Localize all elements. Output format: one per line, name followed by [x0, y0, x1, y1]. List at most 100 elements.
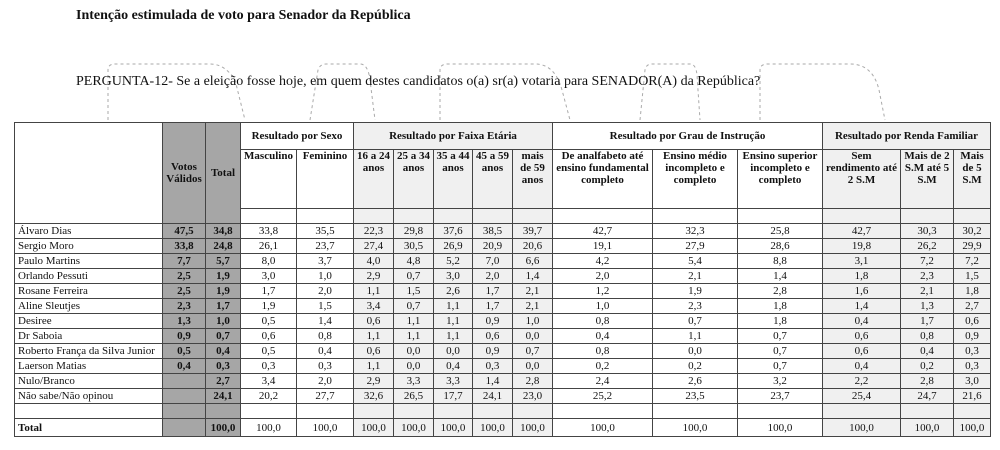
table-row: Roberto França da Silva Junior 0,5 0,4 0,5 0… — [14, 343, 991, 359]
value-cell: 30,2 — [953, 223, 991, 239]
value-cell: 2,8 — [737, 283, 823, 299]
table-row: Orlando Pessuti 2,5 1,9 3,0 1,0 2,9 0,7 3,0 2,0 1… — [14, 268, 991, 284]
value-cell: 0,8 — [296, 328, 354, 344]
column-header: Masculino — [240, 149, 297, 209]
row-label: Roberto França da Silva Junior — [14, 343, 163, 359]
value-cell: 2,3 — [652, 298, 738, 314]
value-cell: 0,9 — [472, 343, 513, 359]
value-cell: 4,0 — [353, 253, 394, 269]
value-cell: 1,1 — [353, 283, 394, 299]
spacer-cell — [296, 403, 354, 419]
value-cell: 21,6 — [953, 388, 991, 404]
spacer-cell — [512, 403, 553, 419]
value-cell: 1,9 — [240, 298, 297, 314]
value-cell: 0,5 — [240, 313, 297, 329]
value-cell: 1,1 — [353, 358, 394, 374]
spacer-cell — [433, 208, 473, 224]
value-cell: 0,6 — [953, 313, 991, 329]
spacer-cell — [433, 403, 473, 419]
column-header: Ensino médio incompleto e completo — [652, 149, 738, 209]
value-cell: 0,4 — [822, 358, 901, 374]
value-cell: 4,8 — [393, 253, 434, 269]
decorative-dashed-arcs — [107, 63, 886, 121]
value-cell: 39,7 — [512, 223, 553, 239]
column-header: mais de 59 anos — [512, 149, 553, 209]
value-cell: 100,0 — [900, 418, 954, 437]
value-cell: 25,8 — [737, 223, 823, 239]
value-cell: 5,4 — [652, 253, 738, 269]
value-cell: 26,2 — [900, 238, 954, 254]
value-cell: 33,8 — [240, 223, 297, 239]
header-total: Total — [205, 122, 241, 224]
value-cell: 0,0 — [433, 343, 473, 359]
value-cell: 27,9 — [652, 238, 738, 254]
column-header: Mais de 2 S.M até 5 S.M — [900, 149, 954, 209]
value-cell: 8,8 — [737, 253, 823, 269]
value-cell: 1,7 — [900, 313, 954, 329]
value-cell: 3,1 — [822, 253, 901, 269]
column-header: 25 a 34 anos — [393, 149, 434, 209]
table-row: Nulo/Branco 2,7 3,4 2,0 2,9 3,3 3,3 1,4 2,8 2,4 2,… — [14, 373, 991, 389]
value-cell: 1,3 — [900, 298, 954, 314]
total-cell: 1,9 — [205, 283, 241, 299]
total-cell: 100,0 — [205, 418, 241, 437]
spacer-cell — [296, 208, 354, 224]
value-cell: 0,6 — [353, 343, 394, 359]
value-cell: 100,0 — [552, 418, 653, 437]
total-cell: 2,7 — [205, 373, 241, 389]
value-cell: 1,1 — [393, 313, 434, 329]
spacer-cell — [737, 208, 823, 224]
value-cell: 32,6 — [353, 388, 394, 404]
table-row: Não sabe/Não opinou 24,1 20,2 27,7 32,6 26,5 1… — [14, 388, 991, 404]
spacer-cell — [652, 403, 738, 419]
value-cell: 2,7 — [953, 298, 991, 314]
value-cell: 1,4 — [737, 268, 823, 284]
value-cell: 1,4 — [296, 313, 354, 329]
value-cell: 0,6 — [822, 343, 901, 359]
row-label: Não sabe/Não opinou — [14, 388, 163, 404]
value-cell: 20,9 — [472, 238, 513, 254]
results-table: Votos Válidos Total Resultado por Sexo Resu… — [14, 122, 991, 437]
value-cell: 0,7 — [652, 313, 738, 329]
value-cell: 1,9 — [652, 283, 738, 299]
value-cell: 17,7 — [433, 388, 473, 404]
value-cell: 19,1 — [552, 238, 653, 254]
total-cell: 24,8 — [205, 238, 241, 254]
value-cell: 0,4 — [900, 343, 954, 359]
value-cell: 22,3 — [353, 223, 394, 239]
value-cell: 100,0 — [393, 418, 434, 437]
value-cell: 2,1 — [652, 268, 738, 284]
value-cell: 26,5 — [393, 388, 434, 404]
value-cell: 0,9 — [472, 313, 513, 329]
value-cell: 0,3 — [240, 358, 297, 374]
value-cell: 2,4 — [552, 373, 653, 389]
value-cell: 0,6 — [822, 328, 901, 344]
value-cell: 1,1 — [433, 298, 473, 314]
value-cell: 1,5 — [296, 298, 354, 314]
value-cell: 1,1 — [433, 328, 473, 344]
value-cell: 1,0 — [512, 313, 553, 329]
value-cell: 35,5 — [296, 223, 354, 239]
value-cell: 32,3 — [652, 223, 738, 239]
table-row: Laerson Matias 0,4 0,3 0,3 0,3 1,1 0,0 0,4 0,3 0,… — [14, 358, 991, 374]
votos-validos-cell: 47,5 — [162, 223, 206, 239]
value-cell: 30,5 — [393, 238, 434, 254]
spacer-cell — [472, 208, 513, 224]
value-cell: 26,9 — [433, 238, 473, 254]
value-cell: 1,4 — [472, 373, 513, 389]
row-label: Rosane Ferreira — [14, 283, 163, 299]
spacer-cell — [822, 403, 901, 419]
value-cell: 0,3 — [953, 358, 991, 374]
votos-validos-cell: 2,5 — [162, 283, 206, 299]
value-cell: 0,5 — [240, 343, 297, 359]
table-row: Paulo Martins 7,7 5,7 8,0 3,7 4,0 4,8 5,2 7,0 6,6… — [14, 253, 991, 269]
total-cell: 24,1 — [205, 388, 241, 404]
value-cell: 1,4 — [822, 298, 901, 314]
spacer-cell — [353, 208, 394, 224]
value-cell: 0,7 — [737, 343, 823, 359]
votos-validos-cell: 1,3 — [162, 313, 206, 329]
value-cell: 2,0 — [552, 268, 653, 284]
value-cell: 30,3 — [900, 223, 954, 239]
group-header: Resultado por Renda Familiar — [822, 122, 991, 150]
page-title: Intenção estimulada de voto para Senador… — [76, 8, 411, 23]
